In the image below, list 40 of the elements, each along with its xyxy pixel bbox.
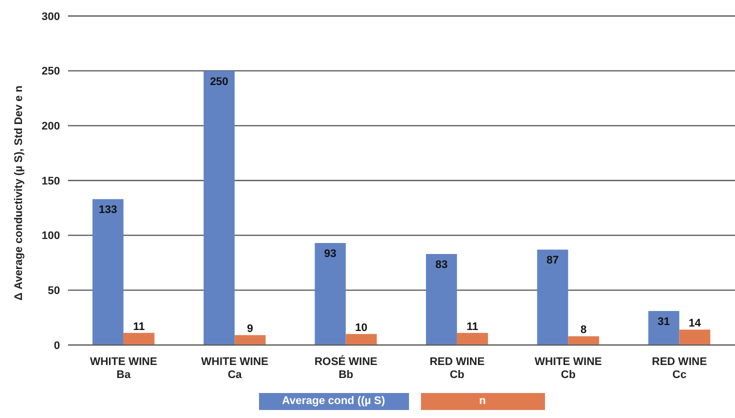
y-axis-title: Δ Average conductivity (µ S), Std Dev e n — [12, 85, 25, 300]
text: n — [420, 393, 544, 410]
bar — [234, 335, 266, 345]
bar — [456, 332, 488, 345]
bar — [123, 332, 154, 345]
bar — [346, 334, 377, 345]
data-label: 10 — [355, 322, 368, 334]
x-tick-label: RED WINE Cc — [652, 356, 707, 381]
bar — [204, 70, 235, 345]
data-label: 11 — [466, 320, 478, 333]
bar — [537, 250, 568, 345]
y-tick-label: 300 — [42, 10, 60, 23]
bar — [314, 243, 346, 345]
x-tick-label: WHITE WINE Ca — [201, 356, 268, 381]
bar — [568, 336, 600, 345]
text: Average cond ((µ S) — [258, 393, 408, 410]
x-tick-label: RED WINE Cb — [430, 356, 485, 381]
y-tick-label: 150 — [42, 175, 60, 188]
bar — [92, 199, 124, 345]
x-tick-label: WHITE WINE Cb — [534, 356, 602, 381]
y-tick-label: 0 — [54, 340, 60, 352]
data-label: 83 — [435, 258, 448, 271]
data-label: 14 — [688, 318, 702, 330]
data-label: 8 — [580, 324, 587, 336]
y-tick-label: 50 — [48, 285, 60, 298]
bar — [648, 311, 680, 345]
data-label: 87 — [546, 254, 559, 267]
y-tick-label: 200 — [42, 120, 60, 133]
y-tick-label: 250 — [42, 66, 60, 78]
data-label: 11 — [133, 320, 145, 333]
data-label: 133 — [98, 204, 118, 216]
data-label: 9 — [247, 323, 254, 336]
bar — [426, 254, 457, 345]
x-tick-label: WHITE WINE Ba — [90, 356, 158, 381]
data-label: 250 — [210, 76, 228, 88]
data-label: 31 — [658, 316, 670, 328]
x-tick-label: ROSÉ WINE Bb — [314, 355, 378, 381]
bar — [679, 330, 710, 345]
y-tick-label: 100 — [42, 230, 60, 242]
data-label: 93 — [324, 248, 336, 260]
